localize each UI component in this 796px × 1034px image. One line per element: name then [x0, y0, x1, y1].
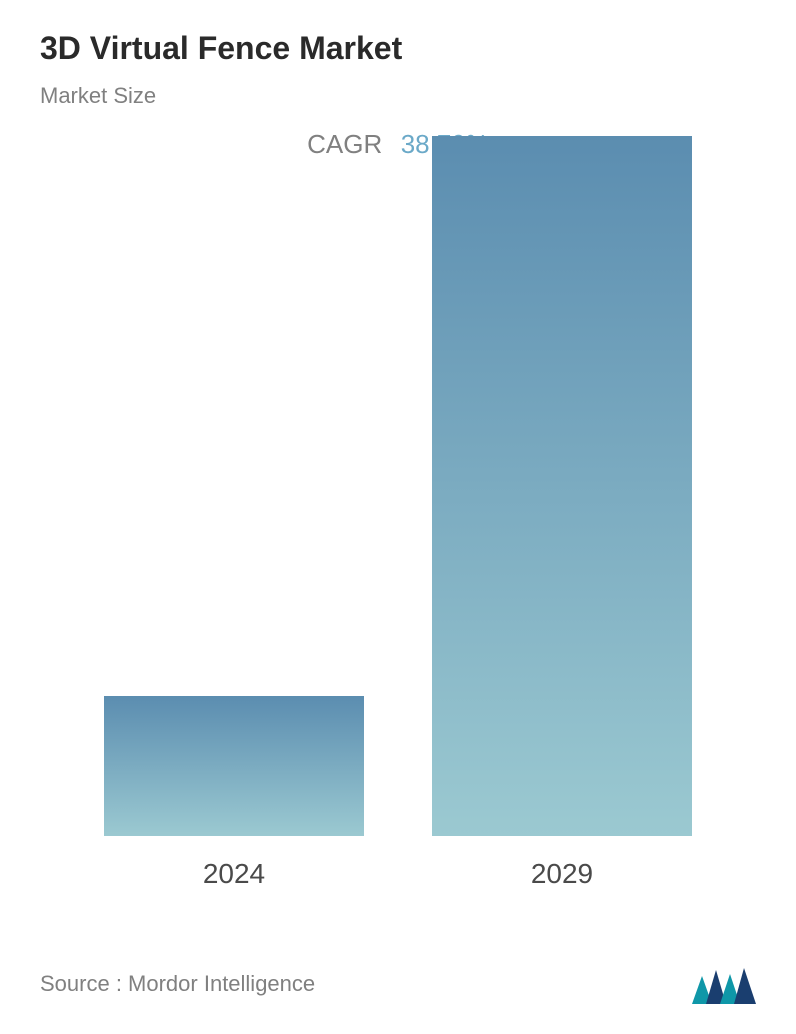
chart-subtitle: Market Size	[40, 83, 756, 109]
bar-label-0: 2024	[203, 858, 265, 890]
bar-group-0: 2024	[104, 696, 364, 890]
cagr-label: CAGR	[307, 129, 382, 159]
footer: Source : Mordor Intelligence	[40, 964, 756, 1004]
chart-title: 3D Virtual Fence Market	[40, 30, 756, 67]
brand-logo-icon	[692, 964, 756, 1004]
bar-group-1: 2029	[432, 136, 692, 890]
chart-area: 2024 2029	[40, 170, 756, 890]
bar-0	[104, 696, 364, 836]
bar-1	[432, 136, 692, 836]
source-text: Source : Mordor Intelligence	[40, 971, 315, 997]
bar-label-1: 2029	[531, 858, 593, 890]
